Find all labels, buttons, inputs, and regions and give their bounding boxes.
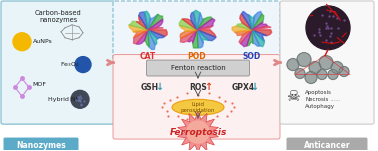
Polygon shape — [148, 30, 158, 45]
Polygon shape — [148, 14, 158, 30]
Circle shape — [71, 90, 89, 108]
Ellipse shape — [172, 99, 224, 115]
Text: GSH: GSH — [141, 83, 159, 92]
Polygon shape — [182, 19, 197, 30]
Polygon shape — [197, 30, 203, 48]
Polygon shape — [178, 111, 218, 151]
Polygon shape — [180, 30, 197, 39]
FancyBboxPatch shape — [147, 60, 249, 76]
Text: GPX4: GPX4 — [231, 83, 254, 92]
Polygon shape — [252, 30, 260, 46]
Circle shape — [305, 72, 317, 83]
Text: Anticancer: Anticancer — [304, 141, 350, 150]
FancyBboxPatch shape — [1, 1, 115, 124]
Polygon shape — [144, 30, 149, 47]
Text: ......: ...... — [330, 97, 341, 102]
Polygon shape — [133, 30, 148, 44]
Polygon shape — [252, 26, 271, 30]
Polygon shape — [252, 22, 267, 30]
Circle shape — [317, 69, 327, 79]
Text: CAT: CAT — [140, 52, 156, 61]
Text: Fe$_3$O$_4$: Fe$_3$O$_4$ — [60, 60, 80, 69]
Circle shape — [187, 121, 209, 143]
Polygon shape — [197, 17, 212, 30]
Text: Apoptosis: Apoptosis — [305, 90, 332, 95]
Polygon shape — [197, 19, 215, 30]
Polygon shape — [136, 15, 148, 30]
Polygon shape — [139, 12, 148, 30]
Circle shape — [331, 62, 343, 74]
Polygon shape — [242, 11, 252, 30]
Polygon shape — [232, 26, 252, 32]
Circle shape — [13, 33, 31, 51]
Polygon shape — [180, 25, 197, 31]
Polygon shape — [240, 30, 252, 47]
Polygon shape — [148, 30, 165, 39]
FancyBboxPatch shape — [3, 138, 79, 151]
Polygon shape — [194, 10, 200, 30]
Text: Hybrid NPs: Hybrid NPs — [48, 97, 82, 102]
FancyBboxPatch shape — [113, 55, 280, 139]
Text: MOF: MOF — [32, 82, 46, 87]
Polygon shape — [180, 30, 197, 42]
Circle shape — [328, 69, 338, 79]
FancyBboxPatch shape — [287, 138, 367, 151]
Polygon shape — [197, 13, 204, 30]
Polygon shape — [252, 30, 267, 41]
Polygon shape — [249, 15, 255, 30]
Polygon shape — [145, 11, 150, 30]
Text: ROS: ROS — [189, 83, 207, 92]
Circle shape — [306, 6, 350, 50]
Polygon shape — [193, 30, 198, 48]
Polygon shape — [129, 25, 148, 32]
Text: Fenton reaction: Fenton reaction — [170, 65, 225, 71]
Polygon shape — [148, 19, 163, 30]
Text: Lipid
peroxidation: Lipid peroxidation — [181, 102, 215, 113]
Circle shape — [297, 53, 311, 67]
Polygon shape — [252, 11, 262, 30]
Text: SOD: SOD — [243, 52, 261, 61]
Circle shape — [319, 56, 333, 69]
Polygon shape — [247, 30, 253, 46]
Text: AuNPs: AuNPs — [33, 39, 53, 44]
Polygon shape — [129, 21, 148, 30]
Circle shape — [287, 59, 299, 71]
Polygon shape — [191, 12, 197, 30]
Polygon shape — [197, 30, 208, 43]
Text: POD: POD — [188, 52, 206, 61]
Text: ↓: ↓ — [155, 82, 163, 92]
Polygon shape — [197, 30, 216, 37]
Polygon shape — [187, 30, 197, 43]
Text: ☠: ☠ — [286, 89, 300, 104]
Polygon shape — [240, 14, 252, 30]
Polygon shape — [148, 30, 167, 36]
Text: Carbon-based
nanozymes: Carbon-based nanozymes — [35, 10, 81, 23]
Polygon shape — [136, 30, 148, 44]
Text: Necrosis: Necrosis — [305, 97, 328, 102]
Circle shape — [295, 69, 305, 79]
Circle shape — [339, 67, 349, 76]
Polygon shape — [179, 19, 197, 30]
Polygon shape — [197, 30, 216, 41]
Circle shape — [309, 62, 321, 74]
Text: Nanozymes: Nanozymes — [16, 141, 66, 150]
Polygon shape — [237, 23, 252, 30]
Polygon shape — [239, 30, 252, 44]
Polygon shape — [252, 30, 272, 36]
Polygon shape — [148, 27, 163, 30]
Circle shape — [75, 57, 91, 72]
Polygon shape — [148, 30, 155, 50]
Polygon shape — [252, 30, 265, 47]
FancyBboxPatch shape — [280, 1, 374, 124]
Polygon shape — [197, 26, 213, 30]
Text: ↑: ↑ — [204, 82, 212, 92]
Text: ↓: ↓ — [250, 82, 258, 92]
Text: Autophagy: Autophagy — [305, 104, 335, 109]
FancyBboxPatch shape — [113, 1, 280, 60]
Polygon shape — [252, 14, 264, 30]
Polygon shape — [235, 30, 252, 35]
Text: Ferroptosis: Ferroptosis — [169, 128, 227, 137]
Polygon shape — [148, 14, 163, 30]
Polygon shape — [133, 30, 148, 38]
